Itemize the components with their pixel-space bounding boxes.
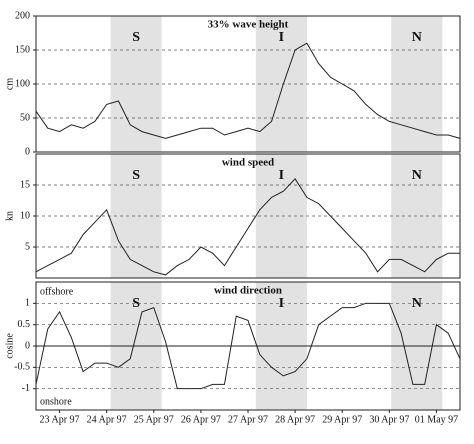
x-tick-label: 25 Apr 97 [134, 414, 174, 425]
y-axis-label: kn [4, 211, 15, 221]
x-tick-label: 28 Apr 97 [275, 414, 315, 425]
x-tick-label: 27 Apr 97 [228, 414, 268, 425]
shaded-region [110, 16, 162, 152]
shade-label: I [279, 168, 284, 183]
x-tick-label: 29 Apr 97 [322, 414, 362, 425]
x-tick-label: 26 Apr 97 [181, 414, 221, 425]
panel-title: wind speed [222, 157, 274, 169]
series-line [35, 177, 460, 276]
panel-title: wind direction [214, 285, 282, 297]
y-tick-label: -0.5 [14, 362, 30, 373]
shade-label: N [412, 168, 422, 183]
shade-label: I [279, 30, 284, 45]
shade-label: S [132, 168, 140, 183]
y-tick-label: 15 [20, 179, 30, 190]
shade-label: N [412, 296, 422, 311]
y-tick-label: -1 [22, 383, 30, 394]
series-line [35, 302, 461, 390]
annotation: offshore [40, 286, 74, 297]
shade-label: S [132, 30, 140, 45]
panel-frame [35, 15, 461, 153]
y-axis-label: cm [4, 78, 15, 90]
y-tick-label: 0.5 [18, 319, 31, 330]
annotation: onshore [40, 396, 72, 407]
series-line [35, 42, 461, 139]
x-tick-label: 30 Apr 97 [369, 414, 409, 425]
y-tick-label: 0 [25, 340, 30, 351]
x-tick-label: 01 May 97 [415, 414, 458, 425]
shade-label: I [279, 296, 284, 311]
panel-title: 33% wave height [208, 19, 289, 31]
y-tick-label: 5 [25, 241, 30, 252]
panel-frame [35, 153, 461, 279]
shaded-region [110, 154, 162, 278]
y-tick-label: 100 [15, 78, 30, 89]
x-tick-label: 24 Apr 97 [87, 414, 127, 425]
shade-label: S [132, 296, 140, 311]
y-tick-label: 0 [25, 146, 30, 157]
shade-label: N [412, 30, 422, 45]
y-tick-label: 50 [20, 112, 30, 123]
y-tick-label: 10 [20, 210, 30, 221]
y-axis-label: cosine [4, 333, 15, 359]
y-tick-label: 200 [15, 10, 30, 21]
x-tick-label: 23 Apr 97 [40, 414, 80, 425]
y-tick-label: 150 [15, 44, 30, 55]
y-tick-label: 1 [25, 298, 30, 309]
